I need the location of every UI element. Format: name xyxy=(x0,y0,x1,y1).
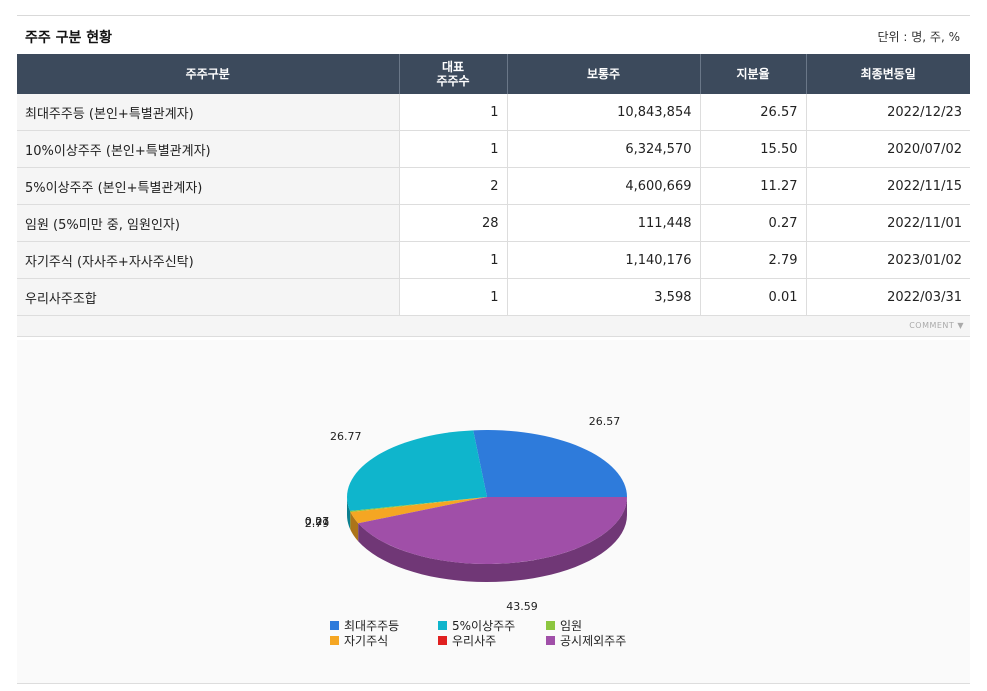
pie-data-label: 0.01 xyxy=(305,515,330,528)
shareholder-type-cell: 우리사주조합 xyxy=(17,278,399,316)
shareholder-type-cell: 5%이상주주 (본인+특별관계자) xyxy=(17,167,399,205)
pie-slice-side xyxy=(350,512,359,542)
pie-chart: 26.57 26.77 0.272.790.01 43.59 최대주주등 5%이상주주 임원… xyxy=(305,415,627,648)
table-row: 자기주식 (자사주+자사주신탁) 1 1,140,176 2.79 2023/01/02 xyxy=(17,241,970,279)
shareholder-type-cell: 자기주식 (자사주+자사주신탁) xyxy=(17,241,399,279)
column-header-2: 보통주 xyxy=(506,54,700,94)
table-cell: 11.27 xyxy=(699,167,806,205)
pie-slice-side xyxy=(358,497,627,582)
column-header-text: 주주수 xyxy=(436,74,470,88)
pie-slice-side xyxy=(350,510,351,531)
pie-slice-side xyxy=(347,496,351,529)
table-cell: 2022/12/23 xyxy=(805,94,970,131)
table-cell: 1,140,176 xyxy=(506,241,700,279)
table-row: 임원 (5%미만 중, 임원인자) 28 111,448 0.27 2022/11/01 xyxy=(17,204,970,242)
legend-swatch xyxy=(330,621,339,630)
legend-label: 자기주식 xyxy=(344,634,388,648)
shareholder-table: 주주구분 대표 주주수 보통주 지분율 최종변동일 최대주주등 (본인+특별관계자) 1 10… xyxy=(17,54,970,316)
pie-data-label: 43.59 xyxy=(506,600,538,613)
pie-data-label: 0.27 xyxy=(305,515,330,528)
column-header-text: 주주구분 xyxy=(185,67,230,81)
table-cell: 111,448 xyxy=(506,204,700,242)
table-cell: 1 xyxy=(398,241,507,279)
column-header-0: 주주구분 xyxy=(17,54,399,94)
column-header-text: 대표 xyxy=(441,60,465,74)
table-header-row: 주주구분 대표 주주수 보통주 지분율 최종변동일 xyxy=(17,54,970,94)
comment-toggle[interactable]: COMMENT ▼ xyxy=(909,321,964,330)
table-row: 최대주주등 (본인+특별관계자) 1 10,843,854 26.57 2022/12/… xyxy=(17,94,970,131)
pie-chart-area: 26.57 26.77 0.27 2.79 0.01 43.59 최대주주등 5%이상주주 임원… xyxy=(17,340,970,684)
legend-swatch xyxy=(330,636,339,645)
table-cell: 2.79 xyxy=(699,241,806,279)
legend-swatch xyxy=(438,636,447,645)
table-cell: 2 xyxy=(398,167,507,205)
shareholder-type-cell: 임원 (5%미만 중, 임원인자) xyxy=(17,204,399,242)
table-cell: 1 xyxy=(398,130,507,168)
unit-label: 단위 : 명, 주, % xyxy=(877,30,961,44)
section-title: 주주 구분 현황 xyxy=(25,30,113,46)
shareholder-panel: 주주 구분 현황 단위 : 명, 주, % 주주구분 대표 주주수 보통주 지분율 최종변… xyxy=(17,15,970,337)
title-bar: 주주 구분 현황 단위 : 명, 주, % xyxy=(17,16,970,54)
table-cell: 2020/07/02 xyxy=(805,130,970,168)
pie-data-label: 26.57 xyxy=(589,415,621,428)
comment-bar: COMMENT ▼ xyxy=(17,316,970,337)
legend-label: 공시제외주주 xyxy=(560,634,626,648)
table-cell: 6,324,570 xyxy=(506,130,700,168)
table-cell: 26.57 xyxy=(699,94,806,131)
column-header-text: 지분율 xyxy=(736,67,770,81)
pie-data-label: 2.79 xyxy=(305,517,330,530)
pie-slice xyxy=(350,497,487,513)
table-cell: 1 xyxy=(398,94,507,131)
table-cell: 10,843,854 xyxy=(506,94,700,131)
column-header-4: 최종변동일 xyxy=(805,54,970,94)
shareholder-type-cell: 최대주주등 (본인+특별관계자) xyxy=(17,94,399,131)
pie-slice xyxy=(473,430,627,497)
column-header-text: 보통주 xyxy=(586,67,621,81)
table-cell: 2022/11/01 xyxy=(805,204,970,242)
table-cell: 28 xyxy=(398,204,507,242)
table-cell: 3,598 xyxy=(506,278,700,316)
pie-slice xyxy=(347,430,487,511)
table-cell: 0.01 xyxy=(699,278,806,316)
table-cell: 0.27 xyxy=(699,204,806,242)
top-divider xyxy=(17,15,970,16)
column-header-3: 지분율 xyxy=(699,54,806,94)
pie-data-label: 26.77 xyxy=(330,430,362,443)
table-row: 우리사주조합 1 3,598 0.01 2022/03/31 xyxy=(17,278,970,316)
table-row: 10%이상주주 (본인+특별관계자) 1 6,324,570 15.50 2020/07… xyxy=(17,130,970,168)
table-cell: 2023/01/02 xyxy=(805,241,970,279)
table-cell: 2022/11/15 xyxy=(805,167,970,205)
column-header-text: 최종변동일 xyxy=(860,67,916,81)
table-cell: 2022/03/31 xyxy=(805,278,970,316)
table-row: 5%이상주주 (본인+특별관계자) 2 4,600,669 11.27 2022/11/… xyxy=(17,167,970,205)
table-cell: 4,600,669 xyxy=(506,167,700,205)
legend-label: 임원 xyxy=(560,619,582,633)
table-body: 최대주주등 (본인+특별관계자) 1 10,843,854 26.57 2022/12/… xyxy=(17,94,970,316)
table-cell: 15.50 xyxy=(699,130,806,168)
pie-slice xyxy=(350,497,487,524)
shareholder-type-cell: 10%이상주주 (본인+특별관계자) xyxy=(17,130,399,168)
legend-swatch xyxy=(438,621,447,630)
pie-slice xyxy=(358,497,627,564)
legend-swatch xyxy=(546,636,555,645)
legend-label: 최대주주등 xyxy=(344,619,399,633)
legend-label: 우리사주 xyxy=(452,634,496,648)
legend-swatch xyxy=(546,621,555,630)
pie-slice xyxy=(358,497,487,524)
column-header-1: 대표 주주수 xyxy=(398,54,507,94)
legend-label: 5%이상주주 xyxy=(452,619,515,633)
table-cell: 1 xyxy=(398,278,507,316)
